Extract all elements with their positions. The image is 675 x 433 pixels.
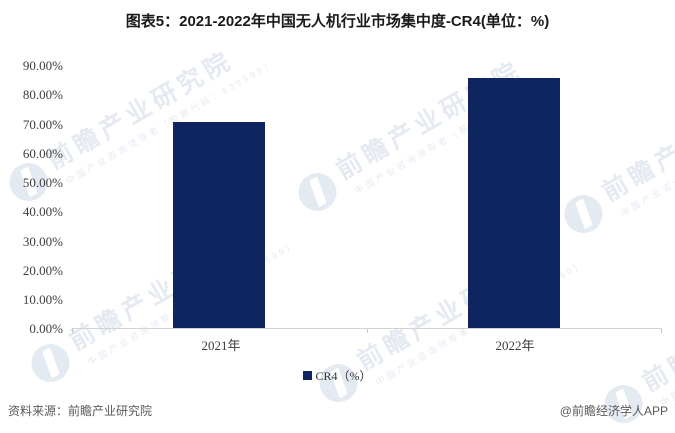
credit-note: @前瞻经济学人APP [559,404,668,418]
legend: CR4（%） [0,368,675,383]
x-axis-tick [367,329,368,333]
y-tick-label: 60.00% [22,146,63,161]
y-tick-label: 10.00% [22,292,63,307]
chart-title: 图表5：2021-2022年中国无人机行业市场集中度-CR4(单位：%) [125,13,550,30]
legend-swatch-icon [303,371,313,380]
y-tick-label: 40.00% [22,204,63,219]
x-axis-line [72,328,662,329]
y-tick-label: 30.00% [22,234,63,249]
y-tick-label: 0.00% [29,321,63,336]
y-tick-label: 90.00% [22,58,63,73]
y-tick-label: 80.00% [22,87,63,102]
plot-area [72,63,662,333]
x-axis-tick [661,329,662,333]
x-tick-label-2022: 2022年 [495,338,535,353]
legend-label: CR4（%） [315,369,372,383]
x-tick-label-2021: 2021年 [201,338,241,353]
y-tick-label: 70.00% [22,117,63,132]
y-tick-label: 20.00% [22,263,63,278]
bar-2022 [468,77,560,328]
bar-2021 [173,121,265,328]
x-axis-tick [72,329,73,333]
source-note: 资料来源：前瞻产业研究院 [8,404,153,418]
y-tick-label: 50.00% [22,175,63,190]
